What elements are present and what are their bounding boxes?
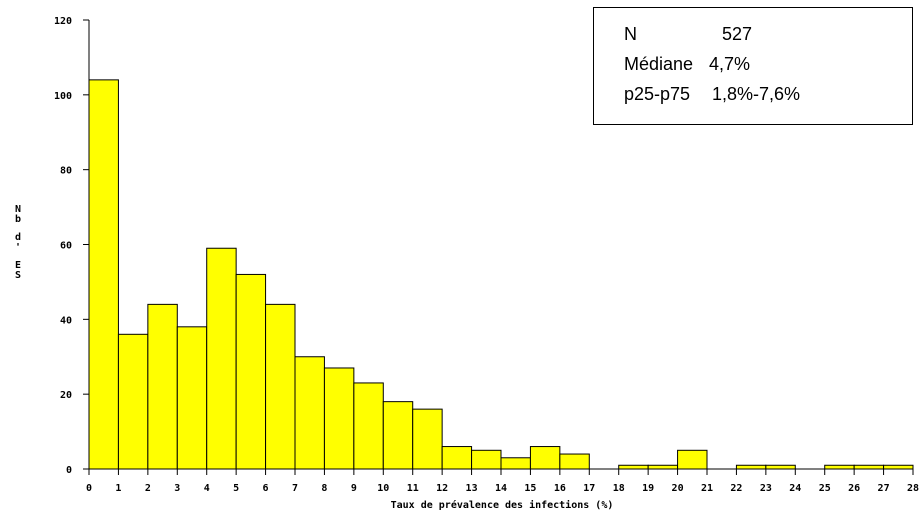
stat-value: 1,8%-7,6%	[712, 84, 801, 104]
x-tick-label: 28	[907, 483, 919, 494]
x-tick-label: 14	[495, 483, 507, 494]
x-tick-label: 19	[642, 483, 654, 494]
histogram-bar	[559, 453, 590, 470]
x-tick-label: 20	[672, 483, 684, 494]
x-tick-label: 6	[263, 483, 269, 494]
y-tick-label: 0	[66, 465, 72, 476]
bars-group	[88, 79, 914, 470]
stats-box: N 527 Médiane 4,7% p25-p75 1,8%-7,6%	[593, 7, 913, 125]
histogram-bar	[471, 449, 502, 470]
histogram-bar	[853, 464, 885, 470]
stat-row-p25-p75: p25-p75 1,8%-7,6%	[624, 84, 800, 105]
histogram-bar	[647, 464, 679, 470]
histogram-bar	[323, 367, 355, 470]
y-axis-label-char: N	[14, 204, 22, 215]
stat-value: 527	[722, 24, 753, 44]
y-axis-label-char: b	[14, 214, 22, 225]
histogram-bar	[206, 247, 237, 470]
histogram-bar	[441, 446, 473, 470]
x-tick-label: 1	[115, 483, 121, 494]
y-tick-label: 20	[60, 390, 72, 401]
histogram-bar	[618, 464, 649, 470]
x-tick-label: 26	[848, 483, 860, 494]
y-axis-label-char: d	[14, 232, 22, 243]
y-tick-label: 120	[54, 16, 72, 27]
stat-label: Médiane	[624, 54, 694, 74]
histogram-bar	[294, 356, 325, 470]
x-tick-label: 24	[789, 483, 801, 494]
y-tick-label: 80	[60, 166, 72, 177]
y-axis-label-char: E	[14, 260, 22, 271]
y-axis-label-char: '	[14, 242, 22, 253]
x-tick-label: 0	[86, 483, 92, 494]
y-tick-label: 40	[60, 315, 72, 326]
x-tick-label: 4	[204, 483, 210, 494]
histogram-bar	[529, 446, 561, 470]
stat-value: 4,7%	[709, 54, 751, 74]
x-tick-label: 27	[878, 483, 890, 494]
x-tick-label: 10	[377, 483, 389, 494]
histogram-bar	[735, 464, 767, 470]
y-tick-label: 60	[60, 241, 72, 252]
x-tick-label: 17	[583, 483, 595, 494]
histogram-bar	[677, 449, 708, 470]
y-axis-label: N b d ' E S	[10, 205, 26, 281]
y-tick-label: 100	[54, 91, 72, 102]
x-tick-label: 25	[819, 483, 831, 494]
histogram-bar	[88, 79, 119, 470]
x-tick-label: 22	[730, 483, 742, 494]
x-tick-label: 18	[613, 483, 625, 494]
histogram-bar	[500, 457, 531, 470]
histogram-bar	[235, 273, 267, 470]
stat-row-n: N 527	[624, 24, 752, 45]
x-tick-label: 15	[524, 483, 536, 494]
x-tick-label: 3	[174, 483, 180, 494]
x-tick-label: 9	[351, 483, 357, 494]
x-tick-label: 5	[233, 483, 239, 494]
y-axis-label-char: S	[14, 270, 22, 281]
x-tick-label: 7	[292, 483, 298, 494]
x-tick-label: 2	[145, 483, 151, 494]
x-tick-label: 21	[701, 483, 713, 494]
x-tick-label: 11	[407, 483, 419, 494]
stat-label: p25-p75	[624, 84, 691, 104]
stat-label: N	[624, 24, 637, 44]
histogram-bar	[824, 464, 855, 470]
histogram-bar	[883, 464, 914, 470]
histogram-bar	[353, 382, 384, 470]
histogram-bar	[382, 401, 414, 470]
stat-row-mediane: Médiane 4,7%	[624, 54, 750, 75]
histogram-bar	[147, 303, 178, 470]
histogram-bar	[176, 326, 208, 470]
x-tick-label: 16	[554, 483, 566, 494]
x-tick-label: 12	[436, 483, 448, 494]
x-tick-label: 8	[321, 483, 327, 494]
x-axis-label: Taux de prévalence des infections (%)	[391, 499, 614, 511]
histogram-bar	[765, 464, 796, 470]
histogram-bar	[117, 333, 149, 470]
x-tick-label: 23	[760, 483, 772, 494]
histogram-bar	[265, 303, 296, 470]
x-tick-label: 13	[466, 483, 478, 494]
histogram-bar	[412, 408, 443, 470]
